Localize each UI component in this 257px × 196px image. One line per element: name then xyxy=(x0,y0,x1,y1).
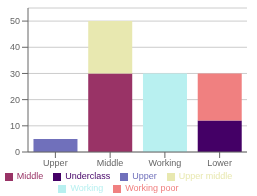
html-text:Working poor: Working poor xyxy=(125,183,179,193)
html-text:Underclass: Underclass xyxy=(65,171,111,181)
html-text:Working: Working xyxy=(70,183,104,193)
svg-text:Working: Working xyxy=(148,158,181,168)
svg-text:50: 50 xyxy=(10,16,20,26)
svg-text:30: 30 xyxy=(10,69,20,79)
svg-text:0: 0 xyxy=(15,147,20,157)
html-text:Middle: Middle xyxy=(16,171,44,181)
html-text:Upper: Upper xyxy=(132,171,157,181)
svg-text:Lower: Lower xyxy=(207,158,232,168)
svg-text:Middle: Middle xyxy=(97,158,124,168)
svg-text:20: 20 xyxy=(10,95,20,105)
svg-text:40: 40 xyxy=(10,42,20,52)
svg-text:10: 10 xyxy=(10,121,20,131)
html-text:Upper middle: Upper middle xyxy=(178,171,233,181)
svg-text:Upper: Upper xyxy=(43,158,68,168)
